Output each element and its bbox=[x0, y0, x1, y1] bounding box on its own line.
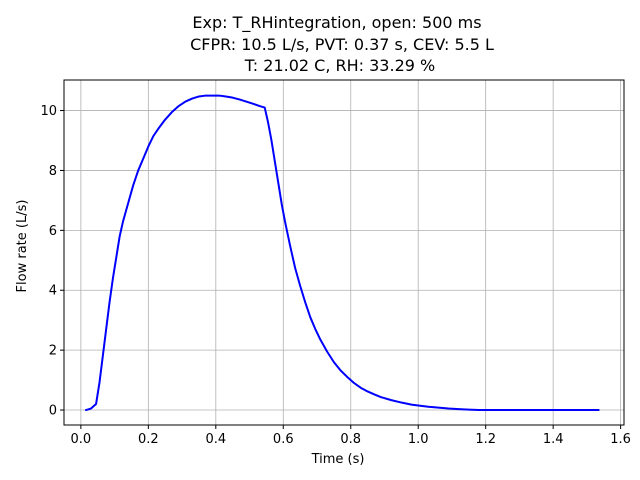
series-line-flow-rate bbox=[84, 94, 600, 412]
x-tick-label: 1.0 bbox=[408, 432, 429, 447]
y-tick-label: 4 bbox=[49, 284, 57, 299]
axes-frame bbox=[63, 79, 625, 426]
x-tick-label: 0.4 bbox=[205, 432, 226, 447]
chart-title-line-1: Exp: T_RHintegration, open: 500 ms bbox=[192, 13, 481, 33]
series-layer bbox=[84, 94, 600, 412]
y-tick-label: 0 bbox=[49, 404, 57, 419]
y-axis-label: Flow rate (L/s) bbox=[15, 200, 30, 293]
x-tick-label: 1.6 bbox=[610, 432, 631, 447]
x-tick-label: 0.6 bbox=[273, 432, 294, 447]
x-tick-label: 1.4 bbox=[543, 432, 564, 447]
x-tick-label: 0.8 bbox=[340, 432, 361, 447]
y-tick-label: 10 bbox=[40, 104, 57, 119]
y-tick-label: 8 bbox=[49, 164, 57, 179]
plot-area-border bbox=[63, 79, 625, 426]
tick-marks: 0.0 0.2 0.4 0.6 0.8 1.0 1.2 1.4 1.6 0 2 4 6 8 10 bbox=[40, 104, 631, 447]
y-tick-label: 6 bbox=[49, 224, 57, 239]
x-tick-label: 0.2 bbox=[138, 432, 159, 447]
x-tick-label: 1.2 bbox=[475, 432, 496, 447]
y-tick-label: 2 bbox=[49, 344, 57, 359]
chart-title-line-3: T: 21.02 C, RH: 33.29 % bbox=[244, 56, 435, 75]
x-tick-label: 0.0 bbox=[71, 432, 92, 447]
chart-title-line-2: CFPR: 10.5 L/s, PVT: 0.37 s, CEV: 5.5 L bbox=[190, 35, 494, 54]
x-axis-label: Time (s) bbox=[311, 452, 365, 467]
